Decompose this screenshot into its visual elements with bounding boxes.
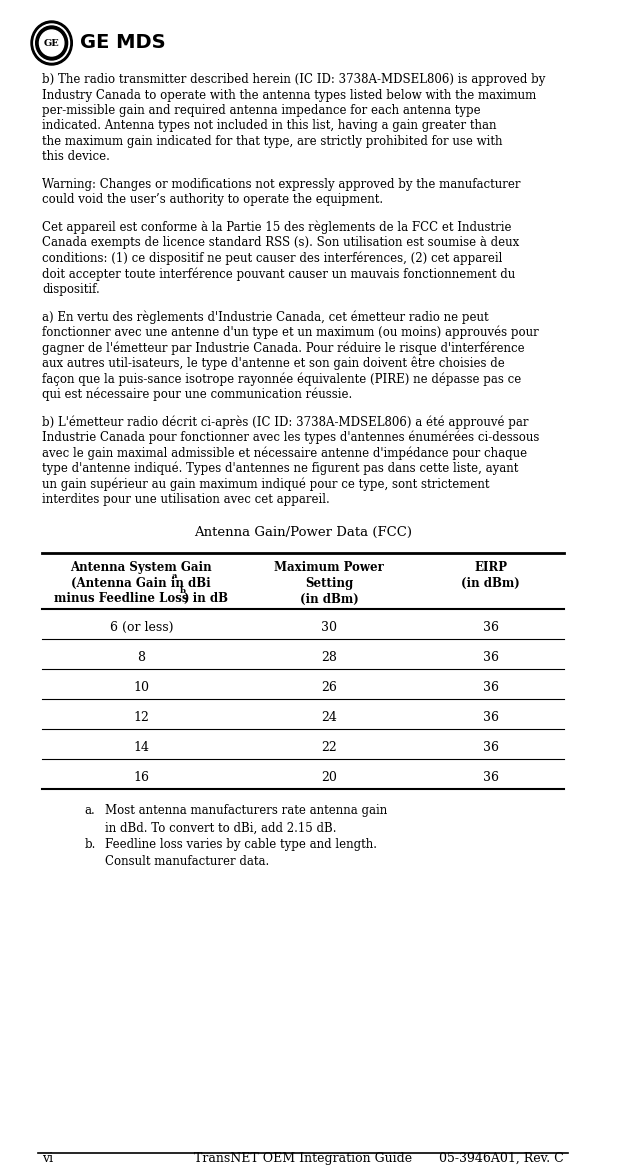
Text: 8: 8: [137, 651, 146, 664]
Text: 20: 20: [321, 771, 337, 784]
Circle shape: [34, 23, 70, 62]
Text: Setting: Setting: [305, 577, 353, 590]
Text: Most antenna manufacturers rate antenna gain: Most antenna manufacturers rate antenna …: [105, 805, 388, 818]
Text: Industry Canada to operate with the antenna types listed below with the maximum: Industry Canada to operate with the ante…: [43, 88, 536, 102]
Text: Maximum Power: Maximum Power: [274, 562, 384, 575]
Text: a) En vertu des règlements d'Industrie Canada, cet émetteur radio ne peut: a) En vertu des règlements d'Industrie C…: [43, 311, 489, 324]
Text: b: b: [180, 588, 185, 596]
Text: 36: 36: [482, 651, 498, 664]
Text: ): ): [184, 592, 189, 605]
Text: 28: 28: [321, 651, 337, 664]
Text: (Antenna Gain in dBi: (Antenna Gain in dBi: [71, 577, 211, 590]
Text: Consult manufacturer data.: Consult manufacturer data.: [105, 855, 269, 868]
Text: 24: 24: [321, 711, 337, 724]
Text: un gain supérieur au gain maximum indiqué pour ce type, sont strictement: un gain supérieur au gain maximum indiqu…: [43, 477, 490, 491]
Text: 12: 12: [133, 711, 149, 724]
Text: the maximum gain indicated for that type, are strictly prohibited for use with: the maximum gain indicated for that type…: [43, 135, 503, 148]
Text: avec le gain maximal admissible et nécessaire antenne d'impédance pour chaque: avec le gain maximal admissible et néces…: [43, 447, 527, 460]
Text: Antenna Gain/Power Data (FCC): Antenna Gain/Power Data (FCC): [194, 526, 412, 538]
Text: 26: 26: [321, 682, 337, 694]
Text: dispositif.: dispositif.: [43, 283, 100, 296]
Text: Industrie Canada pour fonctionner avec les types d'antennes énumérées ci-dessous: Industrie Canada pour fonctionner avec l…: [43, 430, 540, 445]
Text: a: a: [172, 572, 178, 579]
Text: minus Feedline Loss in dB: minus Feedline Loss in dB: [54, 592, 229, 605]
Text: b) L'émetteur radio décrit ci-après (IC ID: 3738A-MDSEL806) a été approuvé par: b) L'émetteur radio décrit ci-après (IC …: [43, 415, 529, 429]
Text: a.: a.: [84, 805, 95, 818]
Circle shape: [35, 26, 68, 60]
Text: b.: b.: [84, 839, 96, 852]
Text: type d'antenne indiqué. Types d'antennes ne figurent pas dans cette liste, ayant: type d'antenne indiqué. Types d'antennes…: [43, 462, 518, 475]
Text: 36: 36: [482, 741, 498, 754]
Text: Feedline loss varies by cable type and length.: Feedline loss varies by cable type and l…: [105, 839, 377, 852]
Text: 36: 36: [482, 771, 498, 784]
Text: vi: vi: [43, 1152, 53, 1165]
Text: Canada exempts de licence standard RSS (s). Son utilisation est soumise à deux: Canada exempts de licence standard RSS (…: [43, 237, 520, 250]
Text: could void the user’s authority to operate the equipment.: could void the user’s authority to opera…: [43, 194, 383, 206]
Text: doit accepter toute interférence pouvant causer un mauvais fonctionnement du: doit accepter toute interférence pouvant…: [43, 267, 515, 282]
Text: Cet appareil est conforme à la Partie 15 des règlements de la FCC et Industrie: Cet appareil est conforme à la Partie 15…: [43, 221, 512, 235]
Text: fonctionner avec une antenne d'un type et un maximum (ou moins) approuvés pour: fonctionner avec une antenne d'un type e…: [43, 326, 539, 339]
Text: 6 (or less): 6 (or less): [109, 621, 173, 633]
Text: b) The radio transmitter described herein (IC ID: 3738A-MDSEL806) is approved by: b) The radio transmitter described herei…: [43, 73, 545, 86]
Text: interdites pour une utilisation avec cet appareil.: interdites pour une utilisation avec cet…: [43, 493, 330, 506]
Circle shape: [31, 21, 72, 65]
Text: GE: GE: [44, 39, 59, 47]
Text: Warning: Changes or modifications not expressly approved by the manufacturer: Warning: Changes or modifications not ex…: [43, 178, 521, 191]
Text: Antenna System Gain: Antenna System Gain: [70, 562, 212, 575]
Text: GE MDS: GE MDS: [80, 34, 166, 53]
Text: 14: 14: [133, 741, 149, 754]
Text: 05-3946A01, Rev. C: 05-3946A01, Rev. C: [439, 1152, 564, 1165]
Text: indicated. Antenna types not included in this list, having a gain greater than: indicated. Antenna types not included in…: [43, 120, 497, 133]
Text: aux autres util-isateurs, le type d'antenne et son gain doivent être choisies de: aux autres util-isateurs, le type d'ante…: [43, 357, 505, 371]
Text: façon que la puis-sance isotrope rayonnée équivalente (PIRE) ne dépasse pas ce: façon que la puis-sance isotrope rayonné…: [43, 373, 522, 386]
Text: (in dBm): (in dBm): [299, 592, 358, 605]
Text: 36: 36: [482, 682, 498, 694]
Text: qui est nécessaire pour une communication réussie.: qui est nécessaire pour une communicatio…: [43, 388, 352, 401]
Text: in dBd. To convert to dBi, add 2.15 dB.: in dBd. To convert to dBi, add 2.15 dB.: [105, 821, 337, 834]
Text: this device.: this device.: [43, 150, 110, 163]
Text: 36: 36: [482, 711, 498, 724]
Text: 30: 30: [321, 621, 337, 633]
Text: conditions: (1) ce dispositif ne peut causer des interférences, (2) cet appareil: conditions: (1) ce dispositif ne peut ca…: [43, 252, 502, 265]
Text: 22: 22: [321, 741, 337, 754]
Text: 10: 10: [133, 682, 149, 694]
Text: EIRP: EIRP: [474, 562, 507, 575]
Text: 16: 16: [133, 771, 149, 784]
Text: TransNET OEM Integration Guide: TransNET OEM Integration Guide: [194, 1152, 412, 1165]
Circle shape: [39, 30, 64, 56]
Text: per-missible gain and required antenna impedance for each antenna type: per-missible gain and required antenna i…: [43, 104, 481, 117]
Text: 36: 36: [482, 621, 498, 633]
Text: (in dBm): (in dBm): [461, 577, 520, 590]
Text: gagner de l'émetteur par Industrie Canada. Pour réduire le risque d'interférence: gagner de l'émetteur par Industrie Canad…: [43, 341, 525, 355]
